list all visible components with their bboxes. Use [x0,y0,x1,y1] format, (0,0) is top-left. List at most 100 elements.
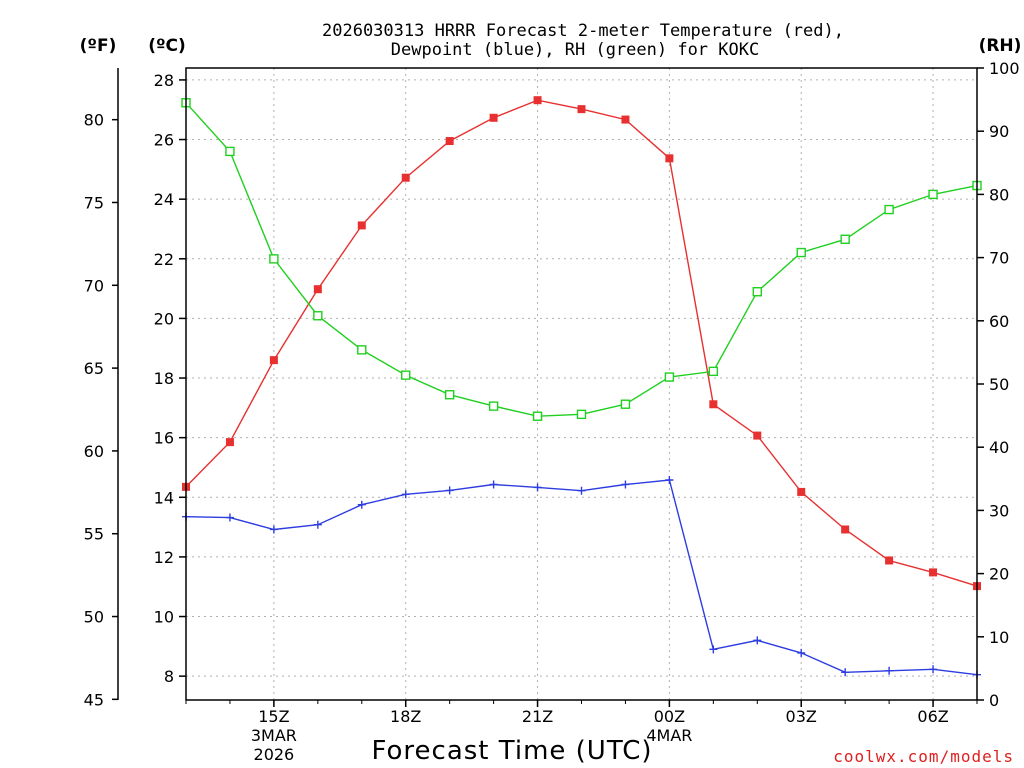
temperature-point [841,525,850,534]
rh-point [796,247,806,258]
celsius-tick-label: 24 [154,190,174,209]
dewpoint-point [401,490,410,499]
celsius-tick-label: 16 [154,429,174,448]
rh-point [444,390,455,400]
temperature-point [533,96,542,105]
celsius-tick-label: 26 [154,131,174,150]
temperature-point [225,438,234,447]
temperature-point [665,154,674,163]
fahrenheit-tick-label: 60 [84,442,104,461]
dewpoint-point [269,525,278,534]
dewpoint-point [577,486,586,495]
dewpoint-series-line [185,479,978,676]
dewpoint-point [489,480,498,489]
rh-point [928,189,938,200]
rh-point [313,311,323,321]
dewpoint-point [929,665,938,674]
dewpoint-point [445,486,454,495]
temperature-point [313,285,322,294]
temperature-point [797,487,806,496]
temperature-point [357,221,366,230]
source-credit: coolwx.com/models [833,747,1014,766]
fahrenheit-tick-label: 65 [84,359,104,378]
x-tick-label: 18Z [390,707,421,726]
rh-unit-label: (RH) [979,36,1022,56]
rh-series-line [185,102,978,417]
rh-point [532,411,543,421]
dewpoint-point [621,480,630,489]
celsius-tick-label: 18 [154,369,174,388]
temperature-point [709,400,718,409]
grid [186,68,977,700]
chart-title-line2: Dewpoint (blue), RH (green) for KOKC [391,40,759,60]
chart-title-line1: 2026030313 HRRR Forecast 2-meter Tempera… [322,21,844,41]
temperature-point [269,356,278,365]
series-layer [181,96,982,679]
rh-point [225,146,235,157]
temperature-point [929,568,938,577]
rh-point [401,370,411,380]
x-tick-label: 21Z [522,707,553,726]
celsius-tick-label: 22 [154,250,174,269]
x-tick-label: 03Z [786,707,817,726]
dewpoint-point [841,668,850,677]
rh-tick-label: 50 [989,375,1009,394]
fahrenheit-tick-label: 45 [84,690,104,709]
fahrenheit-tick-label: 70 [84,276,104,295]
temperature-point [885,556,894,565]
temperature-point [445,137,454,146]
celsius-tick-label: 14 [154,488,174,507]
rh-tick-label: 20 [989,565,1009,584]
x-axis-label: Forecast Time (UTC) [371,736,652,766]
rh-tick-label: 40 [989,438,1009,457]
temperature-point [577,105,586,114]
rh-tick-label: 100 [989,59,1020,78]
temperature-point [753,431,762,440]
temperature-series-line [185,99,978,587]
plot-frame [185,67,978,701]
dewpoint-point [665,475,674,484]
rh-point [664,372,675,382]
rh-tick-label: 30 [989,501,1009,520]
rh-point [708,366,719,377]
dewpoint-point [885,666,894,675]
rh-point [752,287,762,297]
rh-point [620,399,631,409]
x-tick-date-label: 4MAR [646,726,692,745]
temperature-point [621,115,630,124]
temperature-point [489,113,498,122]
x-tick-date-label: 3MAR [251,726,297,745]
dewpoint-point [225,513,234,522]
dewpoint-point [753,636,762,645]
x-tick-year-label: 2026 [254,745,295,764]
rh-tick-label: 80 [989,185,1009,204]
rh-tick-label: 70 [989,249,1009,268]
x-tick-label: 06Z [917,707,948,726]
rh-point [488,401,499,411]
fahrenheit-tick-label: 55 [84,525,104,544]
x-tick-label: 15Z [258,707,289,726]
rh-point [269,254,279,264]
rh-point [357,345,367,355]
rh-tick-label: 0 [989,691,999,710]
celsius-tick-label: 20 [154,309,174,328]
fahrenheit-unit-label: (ºF) [80,36,117,56]
celsius-tick-label: 10 [154,608,174,627]
dewpoint-point [709,645,718,654]
fahrenheit-tick-label: 80 [84,111,104,130]
temperature-point [401,173,410,182]
celsius-unit-label: (ºC) [148,36,186,56]
dewpoint-point [797,648,806,657]
dewpoint-point [357,500,366,509]
rh-tick-label: 10 [989,628,1009,647]
celsius-tick-label: 12 [154,548,174,567]
celsius-tick-label: 28 [154,71,174,90]
x-tick-label: 00Z [654,707,685,726]
dewpoint-point [533,483,542,492]
rh-point [576,409,587,420]
fahrenheit-tick-label: 50 [84,608,104,627]
rh-point [884,204,894,215]
rh-tick-label: 60 [989,312,1009,331]
